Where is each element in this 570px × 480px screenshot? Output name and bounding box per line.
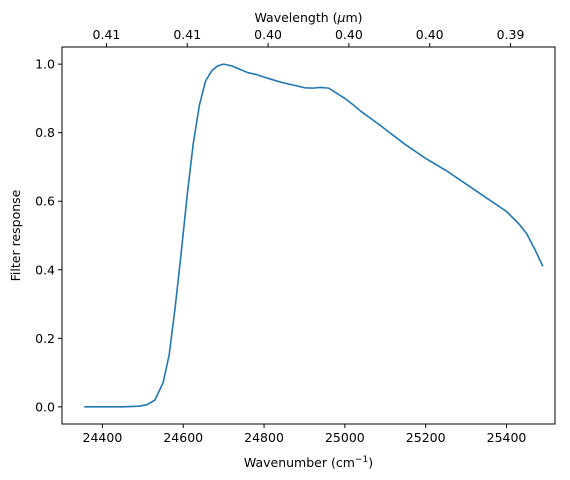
y-tick-label: 0.8 xyxy=(35,125,55,140)
x-tick-label: 25400 xyxy=(487,430,527,445)
top-axis-label: Wavelength (μm) xyxy=(254,10,362,25)
top-x-tick-label: 0.40 xyxy=(335,27,363,42)
y-tick-label: 1.0 xyxy=(35,57,55,72)
y-axis-label: Filter response xyxy=(8,189,23,281)
x-tick-label: 24400 xyxy=(83,430,123,445)
x-tick-label: 25200 xyxy=(406,430,446,445)
series-line xyxy=(84,63,544,408)
y-tick-label: 0.2 xyxy=(35,331,55,346)
x-tick-label: 25000 xyxy=(325,430,365,445)
y-axis: 0.0 0.2 0.4 0.6 0.8 1.0 xyxy=(35,57,62,414)
top-x-tick-label: 0.39 xyxy=(497,27,525,42)
y-tick-label: 0.6 xyxy=(35,194,55,209)
top-x-tick-label: 0.40 xyxy=(416,27,444,42)
y-tick-label: 0.0 xyxy=(35,399,55,414)
plot-area xyxy=(84,63,544,408)
plot-frame xyxy=(61,46,556,425)
top-x-tick-label: 0.41 xyxy=(173,27,201,42)
x-tick-label: 24800 xyxy=(244,430,284,445)
x-axis: 24400 24600 24800 25000 25200 25400 xyxy=(83,424,527,445)
top-x-axis: 0.41 0.41 0.40 0.40 0.40 0.39 xyxy=(93,27,525,47)
x-tick-label: 24600 xyxy=(163,430,203,445)
top-x-tick-label: 0.40 xyxy=(254,27,282,42)
y-tick-label: 0.4 xyxy=(35,262,55,277)
top-x-tick-label: 0.41 xyxy=(93,27,121,42)
x-axis-label: Wavenumber (cm−1) xyxy=(244,455,373,470)
